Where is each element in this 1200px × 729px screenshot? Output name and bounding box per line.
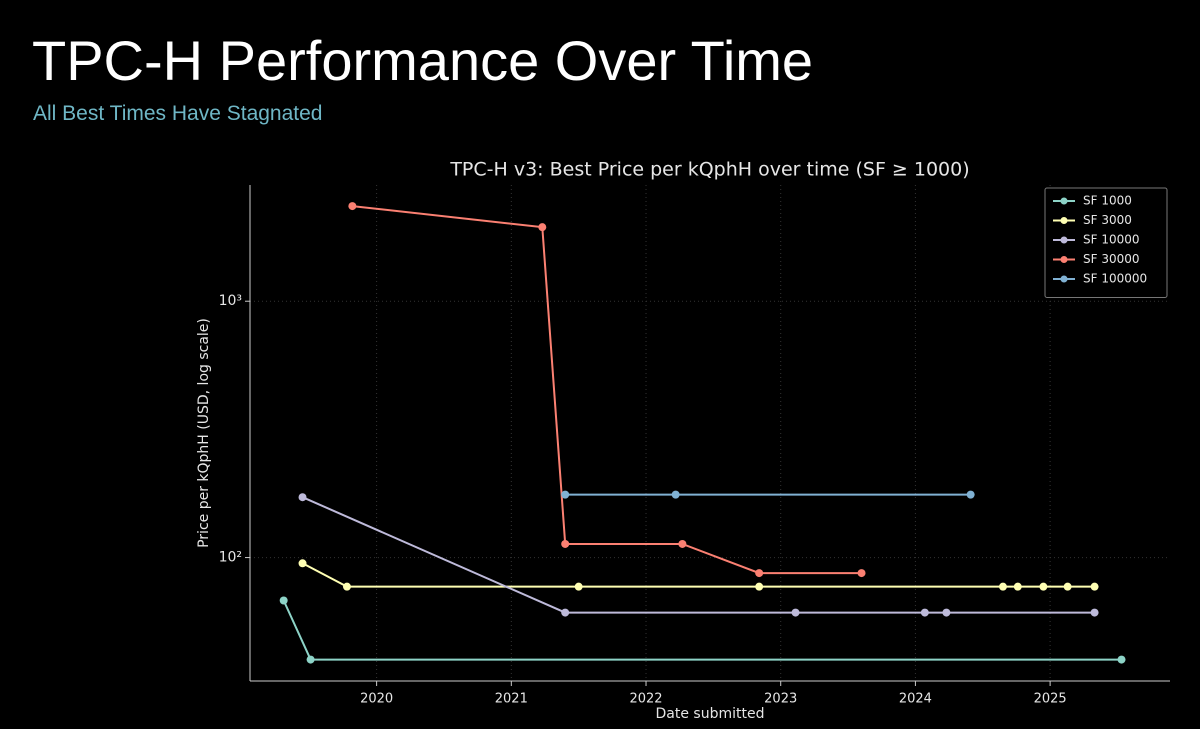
x-tick-label: 2022	[629, 692, 662, 707]
data-point	[298, 559, 307, 568]
x-axis-label: Date submitted	[656, 706, 765, 722]
data-point	[279, 596, 288, 605]
data-point	[306, 655, 315, 664]
legend-label: SF 3000	[1083, 213, 1132, 227]
data-point	[942, 608, 951, 617]
legend-marker	[1060, 236, 1068, 244]
x-tick-label: 2020	[360, 692, 393, 707]
data-point	[1090, 608, 1099, 617]
data-point	[920, 608, 929, 617]
data-point	[966, 490, 975, 499]
data-point	[1117, 655, 1126, 664]
legend-box	[1044, 187, 1168, 298]
x-tick-label: 2023	[764, 692, 797, 707]
series-line	[302, 496, 1095, 614]
slide-title: TPC-H Performance Over Time	[32, 29, 814, 92]
series-line	[302, 562, 1095, 588]
data-point	[755, 582, 764, 591]
data-point	[298, 493, 307, 502]
chart-title: TPC-H v3: Best Price per kQphH over time…	[449, 159, 969, 181]
legend-marker	[1060, 256, 1068, 263]
data-point	[561, 490, 570, 499]
y-tick-label: 10³	[219, 293, 242, 309]
legend-label: SF 30000	[1083, 252, 1140, 266]
slide-subtitle: All Best Times Have Stagnated	[33, 102, 323, 125]
series-line	[282, 600, 1122, 661]
data-point	[561, 608, 570, 617]
data-point	[857, 569, 866, 578]
data-point	[574, 582, 583, 591]
data-point	[342, 582, 351, 591]
x-tick-label: 2024	[899, 692, 932, 707]
x-tick-label: 2025	[1034, 692, 1067, 707]
data-point	[671, 490, 680, 499]
legend-label: SF 10000	[1083, 233, 1140, 247]
y-tick-label: 10²	[219, 550, 242, 566]
data-point	[791, 608, 800, 617]
legend-label: SF 100000	[1083, 272, 1147, 286]
data-point	[1090, 582, 1099, 591]
data-point	[1063, 582, 1072, 591]
data-point	[1013, 582, 1022, 591]
series-line	[352, 205, 862, 575]
legend-marker	[1060, 217, 1068, 224]
legend-marker	[1060, 197, 1068, 205]
legend-marker	[1060, 275, 1068, 283]
legend-label: SF 1000	[1083, 194, 1132, 208]
data-point	[348, 202, 357, 211]
data-point	[1039, 582, 1048, 591]
data-point	[538, 223, 547, 232]
data-point	[755, 569, 764, 578]
data-point	[561, 539, 570, 548]
data-point	[678, 539, 687, 548]
y-axis-label: Price per kQphH (USD, log scale)	[196, 318, 212, 548]
data-point	[998, 582, 1007, 591]
x-tick-label: 2021	[495, 692, 528, 707]
